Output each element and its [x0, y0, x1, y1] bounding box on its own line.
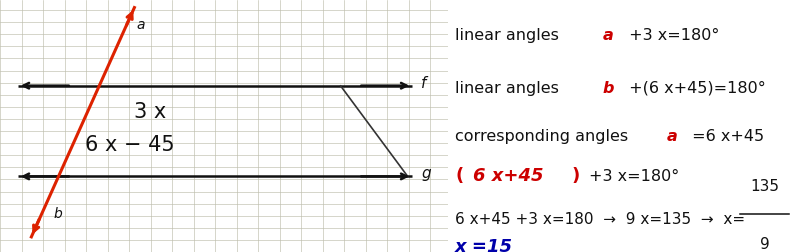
Text: ): ) — [571, 167, 579, 185]
Text: linear angles: linear angles — [455, 28, 559, 43]
Text: 6 x − 45: 6 x − 45 — [85, 135, 174, 155]
Text: b: b — [603, 81, 614, 96]
Text: linear angles: linear angles — [455, 81, 559, 96]
Text: b: b — [54, 207, 62, 221]
Text: =6 x+45: =6 x+45 — [687, 129, 765, 144]
Text: x =15: x =15 — [455, 238, 513, 252]
Text: a: a — [666, 129, 677, 144]
Text: a: a — [603, 28, 614, 43]
Text: +3 x=180°: +3 x=180° — [624, 28, 719, 43]
Text: 6 x+45: 6 x+45 — [473, 167, 543, 185]
Text: corresponding angles: corresponding angles — [455, 129, 628, 144]
Text: f: f — [421, 76, 426, 91]
Text: 135: 135 — [750, 179, 779, 194]
Text: 6 x+45 +3 x=180  →  9 x=135  →  x=: 6 x+45 +3 x=180 → 9 x=135 → x= — [455, 212, 745, 227]
Text: a: a — [137, 18, 145, 32]
Text: +(6 x+45)=180°: +(6 x+45)=180° — [624, 81, 766, 96]
Text: +3 x=180°: +3 x=180° — [589, 169, 679, 184]
Text: (: ( — [455, 167, 463, 185]
Text: 9: 9 — [760, 237, 770, 252]
Text: 3 x: 3 x — [134, 102, 166, 122]
Text: g: g — [421, 166, 430, 181]
